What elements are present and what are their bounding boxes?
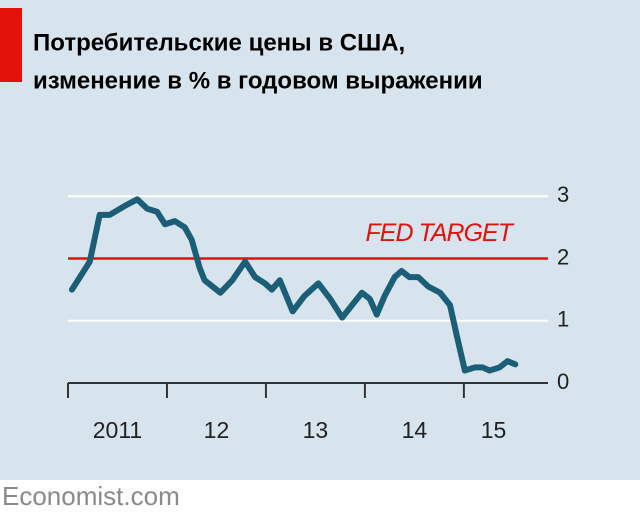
x-tick-label: 12: [204, 417, 230, 443]
red-tag: [0, 8, 22, 82]
x-tick-label: 15: [481, 417, 507, 443]
y-tick-label: 2: [557, 244, 569, 269]
y-tick-label: 1: [557, 307, 569, 332]
x-tick-label: 13: [303, 417, 329, 443]
y-tick-label: 3: [557, 182, 569, 207]
x-tick-label: 2011: [93, 417, 142, 443]
source: Economist.com: [2, 481, 180, 511]
annotation-label: FED TARGET: [366, 219, 515, 247]
y-tick-label: 0: [557, 369, 569, 394]
background: [0, 0, 640, 480]
x-tick-label: 14: [402, 417, 428, 443]
chart-title: изменение в % в годовом выражении: [33, 67, 483, 94]
chart-title: Потребительские цены в США,: [33, 29, 405, 56]
data-line: [68, 196, 519, 374]
